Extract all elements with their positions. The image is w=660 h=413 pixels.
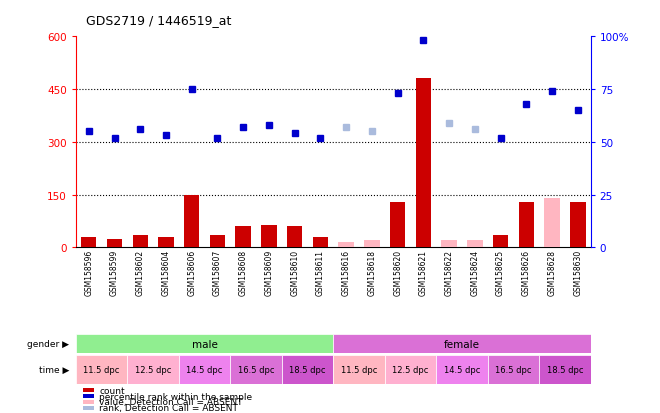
Bar <box>158 237 174 248</box>
Text: percentile rank within the sample: percentile rank within the sample <box>99 392 252 401</box>
Bar <box>230 355 282 384</box>
Text: 11.5 dpc: 11.5 dpc <box>341 365 378 374</box>
Bar <box>519 202 534 248</box>
Text: 16.5 dpc: 16.5 dpc <box>238 365 275 374</box>
Text: GDS2719 / 1446519_at: GDS2719 / 1446519_at <box>86 14 231 27</box>
Bar <box>364 241 380 248</box>
Bar <box>261 225 277 248</box>
Bar <box>287 227 302 248</box>
Bar <box>236 227 251 248</box>
Text: 18.5 dpc: 18.5 dpc <box>546 365 583 374</box>
Text: gender ▶: gender ▶ <box>27 339 69 348</box>
Text: rank, Detection Call = ABSENT: rank, Detection Call = ABSENT <box>99 403 238 412</box>
Bar <box>436 355 488 384</box>
Text: 11.5 dpc: 11.5 dpc <box>83 365 120 374</box>
Bar <box>442 241 457 248</box>
Bar <box>539 355 591 384</box>
Bar <box>282 355 333 384</box>
Bar <box>179 355 230 384</box>
Text: 14.5 dpc: 14.5 dpc <box>186 365 223 374</box>
Text: female: female <box>444 339 480 349</box>
Bar <box>127 355 179 384</box>
Text: time ▶: time ▶ <box>39 365 69 374</box>
Bar <box>184 195 199 248</box>
Bar <box>385 355 436 384</box>
Text: male: male <box>191 339 218 349</box>
Bar <box>210 235 225 248</box>
Bar <box>488 355 539 384</box>
Bar <box>390 202 405 248</box>
Text: value, Detection Call = ABSENT: value, Detection Call = ABSENT <box>99 397 242 406</box>
Bar <box>76 355 127 384</box>
Text: 14.5 dpc: 14.5 dpc <box>444 365 480 374</box>
Bar <box>107 239 122 248</box>
Bar <box>81 237 96 248</box>
Bar <box>333 355 385 384</box>
Text: 12.5 dpc: 12.5 dpc <box>135 365 172 374</box>
Bar <box>133 235 148 248</box>
Bar <box>493 235 508 248</box>
Bar <box>76 335 333 353</box>
Text: 16.5 dpc: 16.5 dpc <box>495 365 532 374</box>
Text: count: count <box>99 386 125 395</box>
Bar <box>333 335 591 353</box>
Bar <box>544 199 560 248</box>
Bar <box>467 241 482 248</box>
Text: 18.5 dpc: 18.5 dpc <box>289 365 326 374</box>
Bar <box>570 202 585 248</box>
Text: 12.5 dpc: 12.5 dpc <box>392 365 429 374</box>
Bar <box>313 237 328 248</box>
Bar <box>416 79 431 248</box>
Bar <box>339 242 354 248</box>
